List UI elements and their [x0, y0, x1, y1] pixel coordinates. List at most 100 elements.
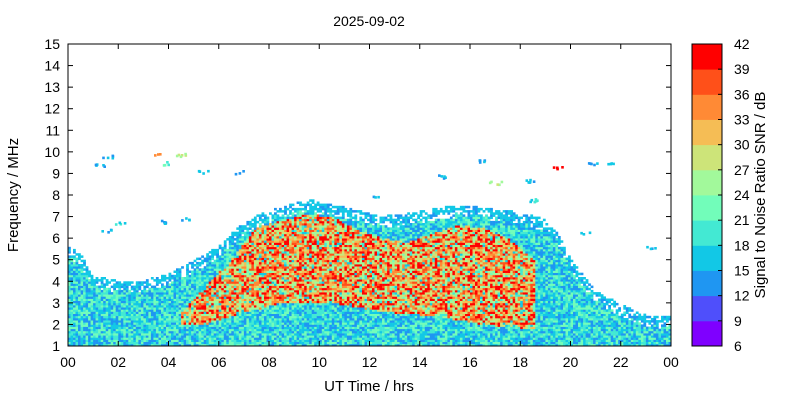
heatmap-cell — [218, 339, 222, 342]
heatmap-cell — [231, 298, 235, 301]
heatmap-cell — [309, 225, 312, 228]
heatmap-cell — [188, 311, 192, 314]
heatmap-cell — [339, 279, 343, 282]
heatmap-cell — [294, 315, 297, 319]
heatmap-cell — [281, 285, 285, 289]
heatmap-cell — [73, 326, 76, 330]
heatmap-cell — [274, 330, 277, 334]
heatmap-cell — [286, 227, 290, 230]
heatmap-cell — [309, 300, 312, 304]
heatmap-cell — [258, 227, 262, 230]
heatmap-cell — [261, 270, 265, 273]
heatmap-cell — [306, 337, 310, 340]
heatmap-cell — [306, 311, 310, 314]
heatmap-cell — [201, 289, 204, 293]
heatmap-cell — [161, 296, 164, 299]
heatmap-cell — [135, 313, 139, 317]
heatmap-cell — [203, 298, 207, 301]
heatmap-cell — [103, 289, 106, 293]
heatmap-cell — [301, 309, 305, 312]
heatmap-cell — [274, 309, 277, 312]
heatmap-cell — [168, 326, 172, 330]
heatmap-cell — [75, 292, 79, 295]
heatmap-cell — [274, 300, 277, 304]
heatmap-cell — [316, 296, 320, 299]
heatmap-cell — [329, 326, 333, 330]
heatmap-cell — [120, 320, 124, 323]
heatmap-cell — [309, 238, 312, 241]
heatmap-cell — [221, 298, 225, 301]
heatmap-cell — [150, 296, 154, 299]
heatmap-cell — [271, 326, 275, 330]
heatmap-cell — [274, 270, 277, 273]
heatmap-cell — [223, 281, 227, 284]
heatmap-cell — [183, 309, 187, 312]
heatmap-cell — [306, 240, 310, 243]
heatmap-cell — [73, 298, 76, 301]
heatmap-cell — [246, 333, 250, 336]
heatmap-cell — [289, 218, 292, 222]
heatmap-cell — [221, 248, 225, 252]
heatmap-cell — [183, 289, 187, 293]
heatmap-cell — [334, 343, 338, 347]
heatmap-cell — [304, 277, 307, 280]
heatmap-cell — [271, 272, 275, 276]
heatmap-cell — [301, 328, 305, 332]
heatmap-cell — [261, 259, 265, 263]
heatmap-cell — [329, 229, 333, 232]
heatmap-cell — [319, 339, 322, 342]
heatmap-cell — [243, 255, 247, 258]
heatmap-cell — [241, 341, 245, 345]
heatmap-cell — [246, 341, 250, 345]
heatmap-cell — [218, 335, 222, 338]
heatmap-cell — [233, 259, 237, 263]
heatmap-cell — [78, 268, 81, 271]
heatmap-cell — [176, 298, 179, 301]
heatmap-cell — [166, 298, 169, 301]
heatmap-cell — [193, 330, 197, 334]
heatmap-cell — [221, 266, 225, 269]
heatmap-cell — [314, 307, 317, 310]
heatmap-cell — [115, 311, 119, 314]
heatmap-cell — [316, 309, 320, 312]
heatmap-cell — [115, 309, 119, 312]
heatmap-cell — [309, 339, 312, 342]
heatmap-cell — [118, 307, 122, 310]
heatmap-cell — [90, 333, 94, 336]
heatmap-cell — [208, 268, 212, 271]
heatmap-cell — [153, 335, 157, 338]
heatmap-cell — [145, 281, 149, 284]
heatmap-cell — [289, 223, 292, 226]
heatmap-cell — [321, 330, 325, 334]
heatmap-cell — [336, 242, 340, 245]
heatmap-cell — [123, 285, 127, 289]
heatmap-cell — [83, 328, 86, 332]
heatmap-cell — [331, 246, 335, 250]
heatmap-cell — [201, 272, 204, 276]
heatmap-cell — [133, 296, 137, 299]
heatmap-cell — [329, 315, 333, 319]
heatmap-cell — [266, 294, 270, 297]
heatmap-cell — [261, 302, 265, 306]
heatmap-cell — [78, 255, 81, 258]
heatmap-cell — [243, 287, 247, 291]
heatmap-cell — [321, 305, 325, 308]
heatmap-cell — [73, 261, 76, 265]
heatmap-cell — [208, 292, 212, 295]
heatmap-cell — [248, 233, 252, 237]
heatmap-cell — [309, 266, 312, 269]
heatmap-cell — [261, 313, 265, 317]
heatmap-cell — [103, 318, 106, 321]
heatmap-cell — [85, 309, 89, 312]
heatmap-cell — [68, 255, 71, 258]
heatmap-cell — [334, 229, 338, 232]
heatmap-cell — [133, 341, 137, 345]
heatmap-cell — [286, 220, 290, 224]
heatmap-cell — [125, 339, 129, 342]
heatmap-cell — [85, 277, 89, 280]
heatmap-cell — [246, 315, 250, 319]
heatmap-cell — [304, 341, 307, 345]
heatmap-cell — [73, 333, 76, 336]
heatmap-cell — [113, 305, 116, 308]
heatmap-cell — [279, 259, 282, 263]
